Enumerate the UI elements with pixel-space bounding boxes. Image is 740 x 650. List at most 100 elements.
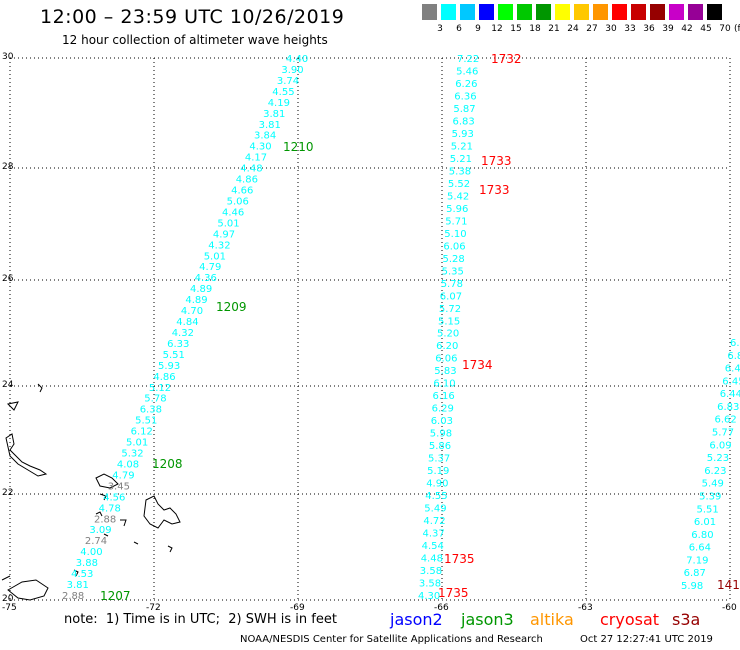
swh-value: 5.32 — [121, 449, 143, 460]
legend-swatch — [460, 4, 475, 20]
swh-value: 4.79 — [199, 262, 221, 273]
swh-value: 3.81 — [263, 109, 285, 120]
legend-swatch — [650, 4, 665, 20]
legend-swatch — [612, 4, 627, 20]
swh-value: 4.00 — [80, 547, 102, 558]
swh-value: 5.20 — [437, 329, 459, 340]
swh-value: 4.78 — [99, 503, 121, 514]
swh-value: 6.45 — [722, 376, 740, 387]
swh-value: 5.28 — [443, 254, 465, 265]
swh-value: 2.88 — [62, 591, 84, 602]
coastline-islands — [1, 383, 181, 601]
legend-unit: (ft) — [734, 24, 740, 34]
swh-value: 4.48 — [421, 554, 443, 565]
pass-time-label: 1208 — [152, 457, 183, 471]
swh-value: 6.62 — [715, 415, 737, 426]
swh-value: 5.19 — [427, 466, 449, 477]
chart-title: 12:00 – 23:59 UTC 10/26/2019 — [40, 6, 345, 28]
swh-value: 5.39 — [699, 492, 721, 503]
pass-time-label: 1734 — [462, 358, 493, 372]
legend-swatch — [536, 4, 551, 20]
swh-value: 4.30 — [249, 142, 271, 153]
latitude-label: 30 — [2, 52, 14, 62]
swh-value: 5.42 — [447, 191, 469, 202]
longitude-label: -63 — [578, 603, 593, 613]
satellite-name: jason2 — [390, 610, 443, 629]
legend-swatch — [631, 4, 646, 20]
swh-value: 7.22 — [457, 54, 479, 65]
swh-value: 4.36 — [195, 273, 217, 284]
swh-value: 5.23 — [707, 453, 729, 464]
swh-value: 6.38 — [140, 405, 162, 416]
swh-value: 6.64 — [689, 543, 711, 554]
swh-value: 2.88 — [94, 514, 116, 525]
swh-value: 3.90 — [281, 65, 303, 76]
swh-value: 5.86 — [429, 441, 451, 452]
swh-value: 5.51 — [163, 350, 185, 361]
swh-value: 5.06 — [227, 197, 249, 208]
longitude-label: -75 — [2, 603, 17, 613]
swh-value: 3.81 — [67, 580, 89, 591]
latitude-label: 24 — [2, 380, 14, 390]
legend-swatch — [441, 4, 456, 20]
legend-label: 36 — [643, 24, 655, 34]
credit-line: NOAA/NESDIS Center for Satellite Applica… — [240, 634, 543, 645]
swh-value: 5.87 — [453, 104, 475, 115]
swh-value: 4.32 — [208, 240, 230, 251]
legend-label: 33 — [624, 24, 636, 34]
swh-value: 4.17 — [245, 153, 267, 164]
swh-value: 5.01 — [217, 218, 239, 229]
legend-swatch — [555, 4, 570, 20]
swh-value: 6.29 — [432, 404, 454, 415]
swh-value: 5.77 — [712, 428, 734, 439]
swh-value: 3.88 — [76, 558, 98, 569]
swh-value: 6.16 — [433, 391, 455, 402]
legend-swatch — [479, 4, 494, 20]
wave-track-cryosat-center: 7.225.466.266.365.876.835.935.215.215.38… — [418, 54, 479, 602]
swh-value: 3.74 — [277, 76, 299, 87]
swh-value: 4.70 — [181, 306, 203, 317]
legend-label: 42 — [681, 24, 693, 34]
swh-value: 3.45 — [108, 481, 130, 492]
swh-value: 2.74 — [85, 536, 107, 547]
swh-value: 5.78 — [441, 279, 463, 290]
pass-time-label: 1209 — [216, 300, 247, 314]
swh-value: 5.49 — [702, 479, 724, 490]
legend-label: 30 — [605, 24, 617, 34]
swh-value: 5.98 — [681, 581, 703, 592]
legend-label: 21 — [548, 24, 560, 34]
swh-value: 5.98 — [430, 429, 452, 440]
swh-value: 5.93 — [158, 361, 180, 372]
footnote: note: 1) Time is in UTC; 2) SWH is in fe… — [64, 612, 337, 627]
pass-time-labels: 1210 1209 1208 1207 1732 1733 1733 1734 1735 1735… — [100, 52, 740, 603]
pass-time-label: 1733 — [479, 183, 510, 197]
swh-value: 6.26 — [455, 79, 477, 90]
swh-value: 5.83 — [434, 366, 456, 377]
legend-swatch — [498, 4, 513, 20]
longitude-label: -60 — [722, 603, 737, 613]
pass-time-label: 1207 — [100, 589, 131, 603]
swh-value: 4.55 — [425, 491, 447, 502]
swh-value: 4.55 — [272, 87, 294, 98]
legend-label: 6 — [456, 24, 462, 34]
swh-value: 6.36 — [454, 92, 476, 103]
swh-value: 6.23 — [730, 338, 740, 349]
swh-value: 4.89 — [185, 295, 207, 306]
swh-value: 5.10 — [444, 229, 466, 240]
swh-value: 6.03 — [431, 416, 453, 427]
swh-value: 3.81 — [259, 120, 281, 131]
satellite-name: jason3 — [461, 610, 514, 629]
legend-label: 45 — [700, 24, 712, 34]
swh-value: 6.44 — [720, 389, 740, 400]
legend-swatch — [707, 4, 722, 20]
swh-value: 4.32 — [172, 328, 194, 339]
swh-value: 4.89 — [190, 284, 212, 295]
swh-value: 4.19 — [268, 98, 290, 109]
legend-label: 15 — [510, 24, 522, 34]
legend-swatch — [688, 4, 703, 20]
latitude-label: 20 — [2, 594, 14, 604]
swh-value: 5.37 — [428, 454, 450, 465]
swh-value: 5.51 — [135, 416, 157, 427]
legend-label: 70 — [719, 24, 731, 34]
swh-value: 4.72 — [423, 516, 445, 527]
